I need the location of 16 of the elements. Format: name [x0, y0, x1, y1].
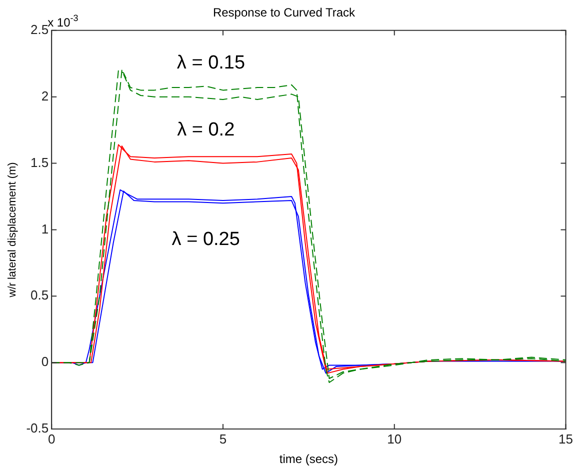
y-tick-label: 1 [41, 221, 49, 236]
y-tick-label: 1.5 [30, 154, 49, 170]
y-tick-label: 2 [41, 88, 49, 104]
y-axis-title: w/r lateral displacement (m) [6, 162, 19, 298]
annotation: λ = 0.15 [176, 52, 246, 74]
x-tick-label: 15 [558, 431, 574, 446]
x-tick-label: 5 [219, 431, 227, 446]
y-tick-label: 0 [41, 354, 49, 370]
x-axis-title: time (secs) [279, 452, 338, 466]
y-tick-label: -0.5 [26, 420, 49, 436]
annotation: λ = 0.25 [172, 228, 240, 250]
annotation: λ = 0.2 [177, 119, 235, 140]
chart-title: Response to Curved Track [212, 6, 356, 20]
y-tick-label: 0.5 [30, 288, 49, 303]
y-tick-label: 2.5 [30, 22, 49, 37]
x-tick-label: 10 [387, 431, 402, 446]
